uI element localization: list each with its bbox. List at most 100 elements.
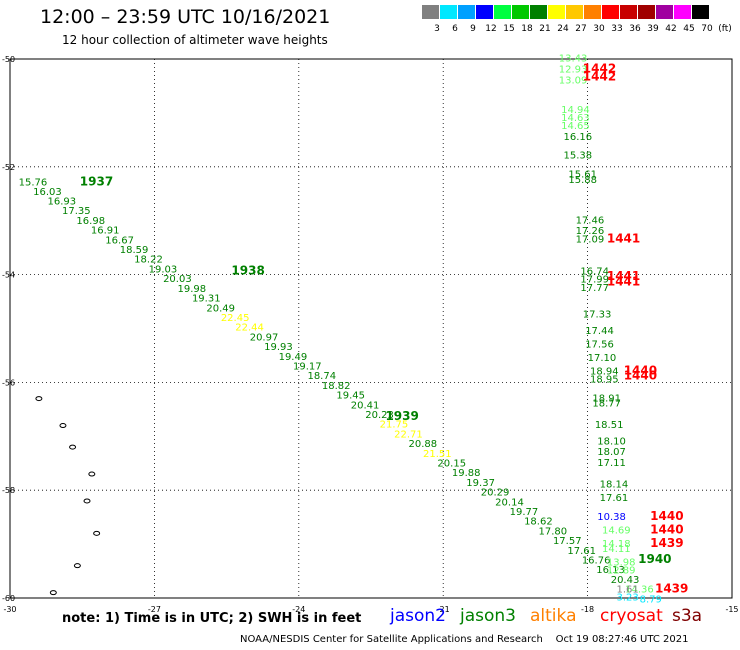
- pass-time-label: 1939: [385, 409, 418, 423]
- legend-swatch: [458, 5, 475, 19]
- wave-height-label: 16.03: [33, 187, 62, 198]
- wave-height-label: 17.26: [576, 226, 605, 237]
- wave-height-label: 16.13: [596, 565, 625, 576]
- wave-height-readings: 15.7616.0316.9317.3516.9816.9116.6718.59…: [19, 54, 662, 606]
- satellite-legend-altika: altika: [530, 606, 577, 626]
- wave-height-label: 16.91: [91, 226, 120, 237]
- wave-height-label: 8.79: [640, 594, 662, 605]
- legend-label: 6: [452, 24, 458, 34]
- legend-label: 9: [470, 24, 476, 34]
- map-tick-labels: -30 -27 -24 -21 -18 -15 -50 -52 -54 -56 -58 -60: [2, 55, 739, 614]
- wave-height-label: 18.59: [120, 245, 149, 256]
- wave-height-label: 17.35: [62, 206, 91, 217]
- legend-label: 42: [665, 24, 677, 34]
- island-outlines: [35, 396, 101, 596]
- pass-time-label: 1440: [624, 363, 657, 377]
- legend-swatch: [566, 5, 583, 19]
- island-outline: [49, 590, 57, 596]
- legend-label: 27: [575, 24, 587, 34]
- footer-credit: NOAA/NESDIS Center for Satellite Applica…: [240, 634, 689, 645]
- latitude-tick-label: -58: [2, 486, 15, 495]
- island-outline: [73, 563, 81, 569]
- pass-time-label: 1439: [655, 582, 688, 596]
- wave-height-label: 20.49: [206, 303, 235, 314]
- wave-height-label: 20.29: [481, 488, 510, 499]
- wave-height-label: 14.11: [602, 544, 631, 555]
- wave-height-label: 17.80: [539, 526, 568, 537]
- wave-height-label: 10.38: [597, 512, 626, 523]
- wave-height-label: 19.03: [149, 264, 178, 275]
- island-outline: [59, 423, 67, 429]
- wave-height-label: 20.88: [409, 439, 438, 450]
- latitude-tick-label: -52: [2, 163, 15, 172]
- legend-swatch: [476, 5, 493, 19]
- legend-label: 21: [539, 24, 551, 34]
- wave-height-label: 18.74: [307, 371, 336, 382]
- legend-swatch: [692, 5, 709, 19]
- legend-swatch: [440, 5, 457, 19]
- satellite-legend-jason2: jason2: [390, 606, 446, 626]
- wave-height-label: 3.23: [616, 593, 638, 604]
- pass-time-label: 1441: [607, 269, 640, 283]
- wave-height-label: 14.94: [561, 105, 590, 116]
- wave-height-label: 18.94: [590, 366, 619, 377]
- map-grid: [10, 59, 732, 598]
- pass-time-label: 1440: [650, 522, 683, 536]
- legend-label: 18: [521, 24, 533, 34]
- wave-height-label: 20.03: [163, 274, 192, 285]
- wave-height-label: 18.07: [597, 447, 626, 458]
- latitude-tick-label: -54: [2, 271, 15, 280]
- wave-height-label: 18.14: [600, 480, 629, 491]
- wave-height-label: 19.37: [466, 478, 495, 489]
- wave-height-label: 14.18: [602, 539, 631, 550]
- wave-height-label: 17.11: [597, 458, 626, 469]
- wave-height-label: 22.71: [394, 429, 423, 440]
- longitude-tick-label: -27: [148, 605, 161, 614]
- legend-label: 3: [434, 24, 440, 34]
- legend-label: 39: [647, 24, 659, 34]
- island-outline: [93, 530, 101, 536]
- island-outline: [69, 444, 77, 450]
- wave-height-label: 1.61: [616, 585, 638, 596]
- wave-height-label: 15.88: [568, 175, 597, 186]
- wave-height-label: 15.76: [19, 178, 48, 189]
- wave-height-label: 22.44: [235, 323, 264, 334]
- wave-height-label: 14.63: [561, 113, 590, 124]
- legend-swatch: [602, 5, 619, 19]
- legend-swatch: [530, 5, 547, 19]
- wave-height-label: 20.15: [437, 458, 466, 469]
- wave-height-label: 20.43: [611, 575, 640, 586]
- pass-time-label: 1940: [638, 552, 671, 566]
- wave-height-label: 22.45: [221, 313, 250, 324]
- wave-height-label: 16.76: [582, 556, 611, 567]
- longitude-tick-label: -18: [581, 605, 594, 614]
- legend-label: 15: [503, 24, 515, 34]
- wave-height-label: 19.93: [264, 342, 293, 353]
- wave-height-label: 18.91: [592, 393, 621, 404]
- wave-height-label: 16.98: [76, 216, 105, 227]
- wave-height-label: 16.16: [564, 132, 593, 143]
- wave-height-label: 21.75: [380, 420, 409, 431]
- wave-height-label: 14.65: [561, 121, 590, 132]
- satellite-legend-jason3: jason3: [460, 606, 516, 626]
- map-frame: [9, 58, 733, 599]
- wave-height-label: 20.97: [250, 332, 279, 343]
- wave-height-label: 17.44: [585, 326, 614, 337]
- wave-height-label: 18.95: [590, 374, 619, 385]
- legend-swatch: [512, 5, 529, 19]
- legend-label: 70: [701, 24, 713, 34]
- pass-time-label: 1937: [80, 175, 113, 189]
- latitude-tick-label: -50: [2, 55, 15, 64]
- wave-height-label: 20.23: [365, 410, 394, 421]
- wave-height-label: 17.56: [585, 339, 614, 350]
- pass-time-label: 1442: [583, 70, 616, 84]
- wave-height-label: 19.98: [178, 284, 207, 295]
- legend-label: 24: [557, 24, 569, 34]
- wave-height-label: 17.61: [567, 546, 596, 557]
- pass-time-label: 1441: [607, 274, 640, 288]
- wave-height-label: 13.09: [559, 75, 588, 86]
- wave-height-label: 17.99: [580, 275, 609, 286]
- wave-height-label: 19.77: [510, 507, 539, 518]
- legend-label: 33: [611, 24, 623, 34]
